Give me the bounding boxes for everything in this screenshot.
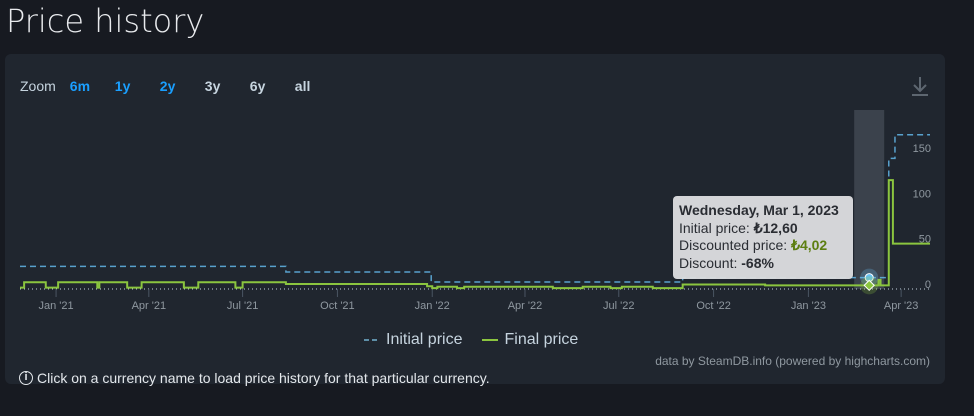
note-text: Click on a currency name to load price h… [37,370,490,386]
zoom-6y-button[interactable]: 6y [249,78,266,94]
credit-link[interactable]: data by SteamDB.info (powered by highcha… [655,354,930,368]
legend-initial-label: Initial price [386,331,463,348]
zoom-2y-button[interactable]: 2y [159,78,176,94]
tooltip-discounted-value: ₺4,02 [791,237,828,253]
zoom-selector: Zoom 6m 1y 2y 3y 6y all [20,78,340,94]
tooltip: Wednesday, Mar 1, 2023 Initial price: ₺1… [673,196,853,279]
currency-note: i Click on a currency name to load price… [19,370,490,386]
legend-item-initial[interactable]: Initial price [364,331,462,349]
initial-price-line [20,134,930,283]
x-tick-label: Oct '22 [696,300,731,312]
legend: Initial price Final price [364,331,578,349]
y-tick-label: 150 [913,143,931,155]
zoom-6m-button[interactable]: 6m [69,78,91,94]
download-icon[interactable] [908,74,932,98]
tooltip-initial-label: Initial price: [679,219,750,236]
tooltip-date: Wednesday, Mar 1, 2023 [679,202,839,218]
zoom-3y-button[interactable]: 3y [204,78,221,94]
info-icon: i [19,371,33,385]
x-tick-label: Jan '21 [38,300,73,312]
x-tick-label: Jan '22 [415,300,450,312]
legend-final-label: Final price [504,331,579,348]
dashed-line-icon [364,339,380,341]
x-tick-label: Apr '21 [132,300,167,312]
hover-band [854,110,885,289]
x-tick-label: Apr '23 [884,300,919,312]
zoom-label: Zoom [20,78,56,94]
tooltip-discount-value: -68% [741,254,774,271]
tooltip-discounted-label: Discounted price: [679,237,788,253]
solid-line-icon [482,339,499,341]
x-tick-label: Apr '22 [508,300,543,312]
x-tick-label: Jul '21 [227,300,258,312]
zoom-1y-button[interactable]: 1y [114,78,131,94]
x-tick-label: Jan '23 [791,300,826,312]
y-tick-label: 0 [925,279,931,291]
final-marker [863,279,875,292]
page-title: Price history [6,2,205,40]
legend-item-final[interactable]: Final price [482,331,578,349]
tooltip-discount-label: Discount: [679,254,738,271]
y-tick-label: 100 [913,188,931,200]
zoom-all-button[interactable]: all [294,78,311,94]
x-tick-label: Oct '21 [320,300,355,312]
tooltip-initial-value: ₺12,60 [753,219,798,236]
x-tick-label: Jul '22 [603,300,634,312]
